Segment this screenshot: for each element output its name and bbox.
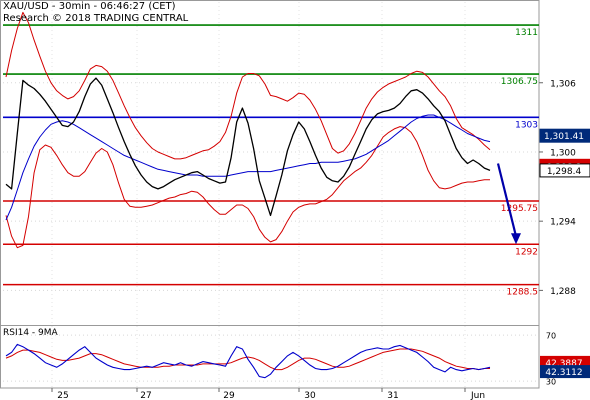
price-line — [5, 77, 491, 217]
price-y-axis: 1,288 1,294 1,300 1,306 — [539, 79, 576, 297]
rsi-line — [5, 343, 491, 379]
level-label: 1288.5 — [507, 288, 539, 298]
x-tick-label: 30 — [304, 391, 316, 400]
y-tick-label: 1,300 — [550, 148, 576, 158]
badge-label: 1,298.4 — [547, 167, 582, 177]
chart-credit: Research © 2018 TRADING CENTRAL — [3, 13, 189, 24]
bollinger-upper-line — [5, 11, 491, 160]
x-tick-label: Jun — [470, 391, 485, 400]
level-label: 1292 — [515, 247, 538, 257]
moving-average-line — [5, 114, 491, 221]
y-tick-label: 1,294 — [550, 218, 576, 228]
rsi-title: RSI14 - 9MA — [3, 328, 59, 338]
badge-box — [539, 128, 590, 143]
time-axis: 25 27 29 30 31 Jun — [51, 388, 485, 400]
badge-label: 1,301.41 — [544, 132, 584, 142]
price-badges: 1,301.411,298.81,298.4 — [539, 128, 590, 178]
forecast-arrow-shaft — [496, 163, 518, 237]
level-label: 1303 — [515, 120, 538, 130]
forecast-arrow-head — [511, 233, 521, 245]
level-label: 1306.75 — [501, 77, 538, 87]
y-tick-label: 1,288 — [550, 287, 576, 297]
key-levels: 1311 1306.75 1303 1295.75 1292 1288.5 — [3, 24, 539, 298]
rsi-badge-label: 42.3112 — [545, 368, 582, 378]
rsi-tick-label: 70 — [546, 332, 556, 341]
rsi-badge-label: 42.3887 — [545, 359, 582, 369]
level-label: 1295.75 — [501, 204, 538, 214]
rsi-tick-label: 30 — [546, 378, 556, 387]
price-series — [5, 11, 521, 249]
chart-frame — [0, 0, 540, 389]
plot-border — [0, 0, 540, 389]
level-label: 1311 — [515, 28, 538, 38]
price-grid — [3, 2, 539, 388]
bollinger-lower-line — [5, 126, 490, 249]
x-tick-label: 25 — [57, 391, 68, 400]
x-tick-label: 29 — [223, 391, 235, 400]
chart-title: XAU/USD - 30min - 06:46:27 (CET) — [3, 1, 176, 12]
y-tick-label: 1,306 — [550, 79, 576, 89]
badge-box — [539, 163, 590, 178]
rsi-badge-box — [540, 365, 590, 379]
x-tick-label: 27 — [140, 391, 151, 400]
x-tick-label: 31 — [387, 391, 398, 400]
